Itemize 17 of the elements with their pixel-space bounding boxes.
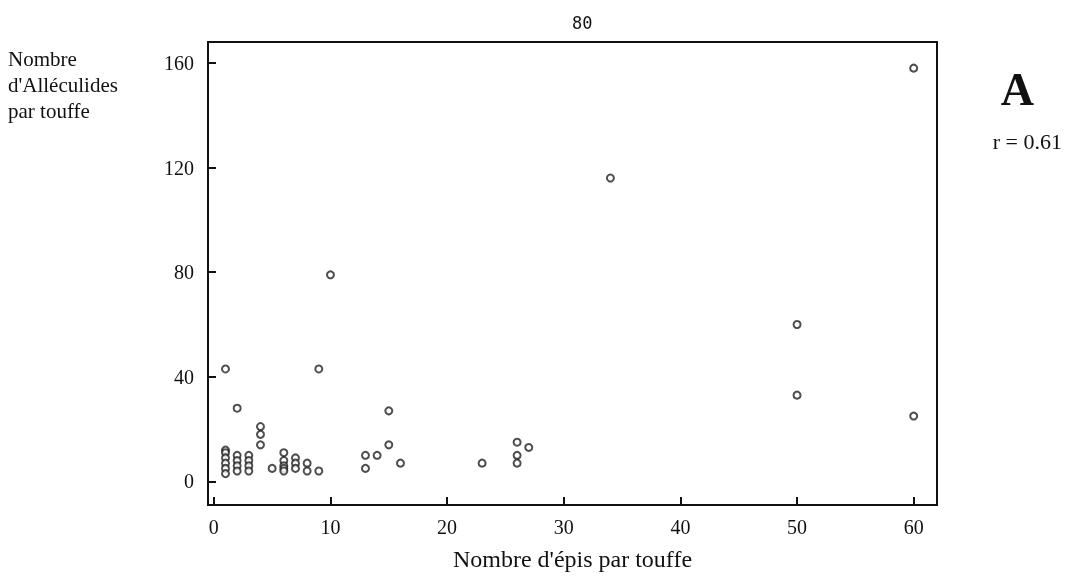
y-tick-label: 120	[164, 156, 194, 179]
x-tick-label: 20	[437, 516, 458, 538]
text: 80	[571, 12, 593, 33]
x-tick-label: 50	[787, 516, 808, 538]
y-tick-label: 160	[164, 51, 194, 74]
y-tick-label: 80	[174, 261, 194, 284]
x-tick-label: 10	[320, 516, 341, 538]
y-tick-label: 40	[174, 365, 194, 388]
x-tick-label: 30	[553, 516, 574, 538]
y-tick-label: 0	[184, 470, 194, 493]
y-axis-title: Nombre d'Alléculides par touffe	[8, 47, 124, 123]
x-tick-label: 0	[208, 516, 219, 538]
x-tick-label: 60	[903, 516, 924, 538]
text: r = 0.61	[992, 128, 1062, 154]
text: A	[1000, 63, 1035, 115]
x-tick-label: 40	[670, 516, 691, 538]
x-axis-title: Nombre d'épis par touffe	[452, 546, 693, 572]
